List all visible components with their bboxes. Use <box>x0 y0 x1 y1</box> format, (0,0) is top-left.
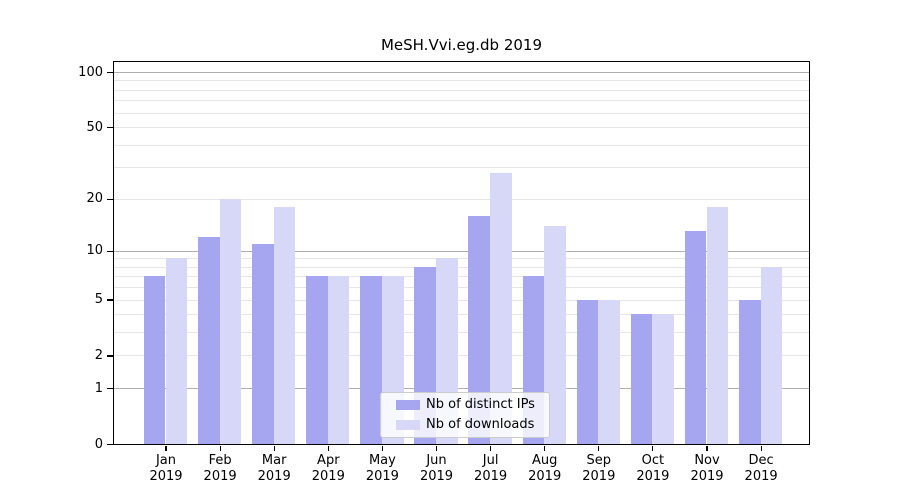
bar-downloads-nov <box>706 206 729 444</box>
x-tick-jun <box>435 445 438 451</box>
y-tick-50 <box>107 126 113 129</box>
bar-ips-mar <box>252 243 274 444</box>
y-tick-label-20: 20 <box>86 191 103 207</box>
gridline-minor-9 <box>114 258 809 260</box>
x-tick-apr <box>327 445 329 451</box>
x-tick-label-nov: Nov 2019 <box>690 452 724 484</box>
bar-ips-nov <box>684 231 707 444</box>
legend-swatch-distinct-ips <box>396 400 420 410</box>
y-tick-label-50: 50 <box>86 119 103 135</box>
x-tick-label-dec: Dec 2019 <box>744 452 778 484</box>
y-tick-label-10: 10 <box>86 243 103 259</box>
x-tick-oct <box>652 445 654 451</box>
bar-downloads-jan <box>165 258 188 444</box>
bar-ips-may <box>360 276 382 444</box>
bar-ips-jul <box>468 215 491 444</box>
legend-entry-downloads: Nb of downloads <box>396 417 549 434</box>
chart-title: MeSH.Vvi.eg.db 2019 <box>380 36 543 54</box>
x-tick-label-aug: Aug 2019 <box>528 452 562 484</box>
bar-downloads-feb <box>219 198 242 444</box>
y-tick-1 <box>107 388 113 390</box>
y-tick-label-2: 2 <box>94 347 103 363</box>
gridline-minor-80 <box>114 89 809 91</box>
x-tick-label-mar: Mar 2019 <box>257 452 291 484</box>
bar-downloads-mar <box>273 206 296 444</box>
x-tick-label-oct: Oct 2019 <box>636 452 670 484</box>
gridline-minor-90 <box>114 80 809 82</box>
bar-downloads-jul <box>490 172 512 444</box>
bar-downloads-oct <box>652 314 675 444</box>
x-tick-jul <box>490 445 492 451</box>
y-tick-0 <box>107 443 113 446</box>
bar-ips-dec <box>738 299 761 444</box>
y-tick-2 <box>107 355 113 357</box>
x-tick-label-may: May 2019 <box>365 452 399 484</box>
x-tick-label-feb: Feb 2019 <box>203 452 237 484</box>
x-tick-feb <box>219 445 221 451</box>
x-tick-nov <box>706 445 708 451</box>
y-tick-label-100: 100 <box>78 64 103 80</box>
legend-swatch-downloads <box>396 420 420 430</box>
bar-downloads-dec <box>760 266 783 444</box>
y-tick-label-5: 5 <box>94 292 103 308</box>
x-tick-label-jun: Jun 2019 <box>419 452 454 484</box>
bar-downloads-aug <box>544 225 566 444</box>
x-tick-label-apr: Apr 2019 <box>311 452 345 484</box>
gridline-major-10 <box>114 250 809 252</box>
gridline-minor-2 <box>114 355 809 357</box>
x-tick-label-sep: Sep 2019 <box>582 452 616 484</box>
plot-area <box>113 61 810 445</box>
bar-downloads-apr <box>327 276 350 444</box>
gridline-minor-50 <box>114 127 809 129</box>
bar-ips-feb <box>197 237 220 444</box>
gridline-major-100 <box>114 72 809 74</box>
y-tick-100 <box>107 71 113 74</box>
x-tick-aug <box>544 445 546 451</box>
x-tick-label-jan: Jan 2019 <box>149 452 183 484</box>
legend: Nb of distinct IPs Nb of downloads <box>380 392 550 438</box>
legend-entry-distinct-ips: Nb of distinct IPs <box>396 397 549 414</box>
legend-label-downloads: Nb of downloads <box>426 417 535 432</box>
x-tick-jan <box>165 445 167 451</box>
gridline-minor-4 <box>114 314 809 316</box>
bar-ips-oct <box>630 314 653 444</box>
gridline-minor-8 <box>114 266 809 268</box>
gridline-minor-5 <box>114 299 809 301</box>
gridline-minor-6 <box>114 287 809 289</box>
gridline-minor-30 <box>114 167 809 169</box>
bar-ips-sep <box>576 299 599 444</box>
y-tick-10 <box>107 250 113 252</box>
x-tick-dec <box>760 445 762 451</box>
gridline-minor-7 <box>114 276 809 278</box>
y-tick-5 <box>107 299 113 301</box>
bar-ips-apr <box>306 276 328 444</box>
x-tick-mar <box>273 445 275 451</box>
gridline-minor-20 <box>114 198 809 200</box>
x-tick-label-jul: Jul 2019 <box>474 452 508 484</box>
legend-label-distinct-ips: Nb of distinct IPs <box>426 397 535 412</box>
gridline-minor-70 <box>114 100 809 102</box>
gridline-minor-40 <box>114 144 809 146</box>
y-tick-label-0: 0 <box>94 436 103 452</box>
bar-downloads-sep <box>598 299 620 444</box>
gridline-major-1 <box>114 388 809 390</box>
bar-ips-jan <box>143 276 166 444</box>
gridline-minor-3 <box>114 332 809 334</box>
x-tick-sep <box>598 445 600 451</box>
gridline-minor-60 <box>114 112 809 114</box>
y-tick-label-1: 1 <box>94 380 103 396</box>
y-tick-20 <box>107 198 113 200</box>
x-tick-may <box>381 445 383 451</box>
